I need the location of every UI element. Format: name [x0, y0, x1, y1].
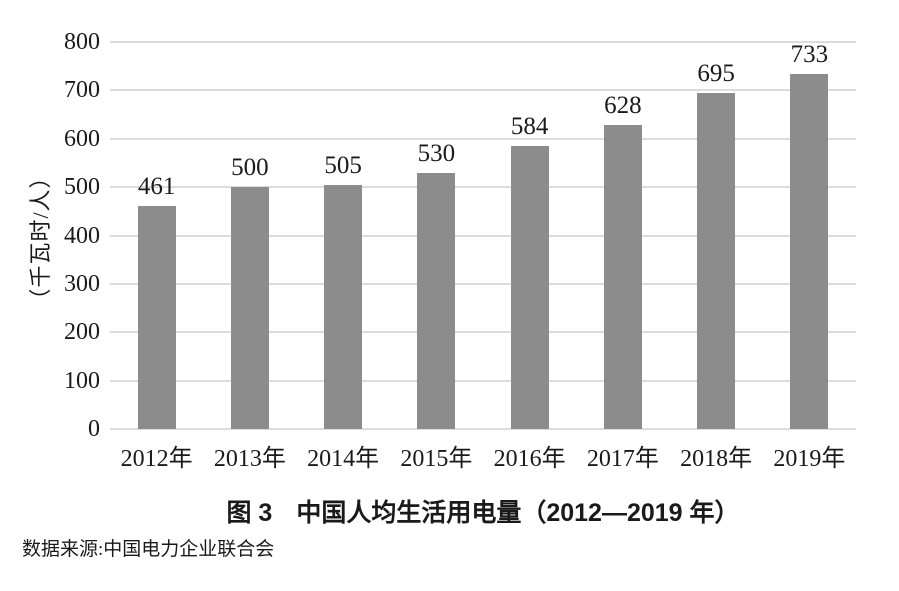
y-tick-label: 700 [64, 77, 100, 104]
bar [510, 146, 549, 429]
bar [137, 206, 176, 429]
y-tick-label: 100 [64, 367, 100, 394]
y-tick-label: 300 [64, 270, 100, 297]
x-tick-label: 2017年 [586, 446, 659, 472]
bar-value-label: 584 [510, 113, 549, 140]
bar-value-label: 505 [324, 152, 362, 179]
bar [230, 187, 269, 429]
y-axis-tick-labels: 0 100 200 300 400 500 600 700 800 [0, 29, 100, 442]
bar [603, 125, 642, 429]
gridline [110, 428, 856, 430]
gridline [110, 234, 856, 237]
y-tick-label: 0 [88, 416, 100, 442]
y-tick-label: 400 [64, 222, 100, 249]
gridline [110, 89, 856, 92]
x-tick-label: 2014年 [307, 446, 380, 472]
bar-value-label: 530 [417, 140, 456, 167]
y-tick-label: 800 [64, 29, 100, 55]
gridline [110, 137, 856, 140]
y-tick-label: 500 [64, 174, 100, 201]
bar [417, 173, 456, 429]
y-tick-label: 600 [64, 125, 100, 152]
gridline [110, 186, 856, 189]
bar-value-label: 733 [790, 41, 829, 68]
x-tick-label: 2018年 [680, 446, 753, 472]
gridline [110, 379, 856, 382]
figure-number-label: 图 3 [226, 499, 273, 527]
plot-area: 461 2012年 500 2013年 505 2014年 530 2015年 584 2016年… [110, 41, 856, 472]
bar-value-label: 461 [137, 173, 176, 200]
bar [697, 93, 736, 429]
x-tick-label: 2015年 [400, 446, 473, 472]
data-source-note: 数据来源:中国电力企业联合会 [22, 539, 275, 560]
bar [324, 185, 363, 429]
bar-value-label: 695 [697, 60, 735, 87]
figure-title-text: 中国人均生活用电量（2012—2019 年） [296, 499, 740, 527]
x-tick-label: 2013年 [213, 446, 286, 472]
gridline [110, 282, 856, 285]
x-tick-label: 2012年 [120, 446, 193, 472]
bar-value-label: 628 [604, 92, 642, 119]
figure-caption: 图 3 中国人均生活用电量（2012—2019 年） [110, 493, 856, 529]
x-tick-label: 2019年 [773, 446, 846, 472]
y-tick-label: 200 [64, 319, 100, 346]
bar [790, 74, 829, 429]
gridline [110, 41, 856, 43]
gridline [110, 331, 856, 334]
x-tick-label: 2016年 [493, 446, 566, 472]
bar-value-label: 500 [231, 154, 269, 181]
